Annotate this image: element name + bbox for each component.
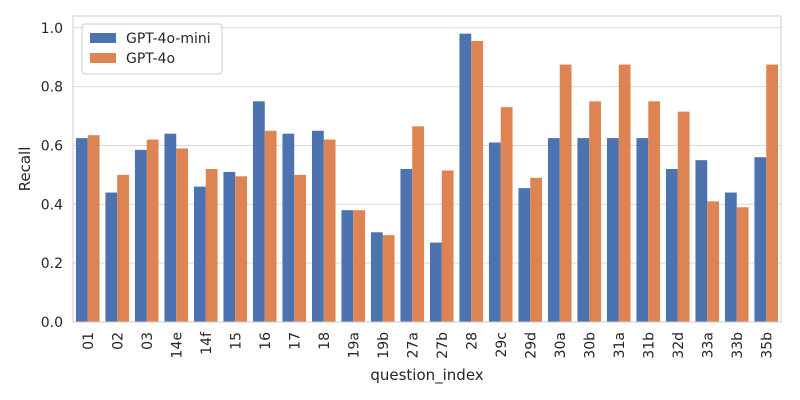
bar-27a-gpt-4o-mini: [400, 169, 413, 322]
bar-16-gpt-4o-mini: [252, 101, 265, 322]
bar-14f-gpt-4o-mini: [193, 186, 206, 322]
bar-01-gpt-4o: [87, 135, 100, 322]
bar-32d-gpt-4o: [677, 111, 690, 322]
bar-30a-gpt-4o: [559, 64, 572, 322]
bar-18-gpt-4o-mini: [311, 130, 324, 322]
bar-01-gpt-4o-mini: [75, 138, 88, 322]
bar-17-gpt-4o: [294, 174, 307, 322]
legend-frame: [81, 23, 223, 75]
x-tick-label: 29d: [523, 332, 539, 359]
bar-29d-gpt-4o-mini: [518, 188, 531, 322]
bar-14e-gpt-4o-mini: [164, 133, 177, 322]
bar-02-gpt-4o: [117, 174, 130, 322]
x-tick-label: 15: [228, 332, 244, 350]
x-tick-label: 28: [464, 332, 480, 350]
x-tick-label: 16: [258, 332, 274, 350]
x-tick-label: 17: [287, 332, 303, 350]
y-tick-labels: 0.0 0.2 0.4 0.6 0.8 1.0: [41, 21, 63, 331]
x-tick-label: 27b: [435, 332, 451, 359]
legend-swatch: [90, 33, 116, 43]
bar-17-gpt-4o-mini: [282, 133, 295, 322]
bar-03-gpt-4o-mini: [134, 149, 147, 322]
x-tick-label: 32d: [671, 332, 687, 359]
bar-28-gpt-4o: [471, 41, 484, 323]
y-tick-label: 0.4: [41, 197, 63, 213]
x-tick-label: 30b: [582, 332, 598, 359]
bar-28-gpt-4o-mini: [459, 33, 472, 323]
bars: [75, 33, 779, 323]
legend: GPT-4o-mini GPT-4o: [81, 23, 223, 75]
bar-31a-gpt-4o: [618, 64, 631, 322]
bar-29c-gpt-4o-mini: [488, 142, 501, 322]
bar-19b-gpt-4o: [382, 235, 395, 322]
bar-19b-gpt-4o-mini: [370, 232, 383, 322]
bar-27b-gpt-4o: [441, 170, 454, 322]
bar-31b-gpt-4o: [648, 101, 661, 322]
x-tick-label: 33a: [700, 332, 716, 358]
bar-15-gpt-4o: [235, 176, 248, 322]
bar-03-gpt-4o: [146, 139, 159, 322]
bar-14f-gpt-4o: [205, 169, 218, 322]
legend-label: GPT-4o: [126, 51, 175, 67]
legend-label: GPT-4o-mini: [126, 31, 211, 47]
x-tick-label: 01: [81, 332, 97, 350]
x-tick-label: 19a: [346, 332, 362, 358]
bar-31a-gpt-4o-mini: [606, 138, 619, 322]
x-tick-label: 35b: [759, 332, 775, 359]
x-tick-label: 03: [140, 332, 156, 350]
plot-frame: [72, 15, 782, 323]
x-axis-label: question_index: [370, 366, 483, 385]
legend-swatch: [90, 53, 116, 63]
y-tick-label: 0.0: [41, 315, 63, 331]
y-tick-label: 0.6: [41, 138, 63, 154]
bar-27a-gpt-4o: [412, 126, 425, 322]
x-tick-label: 31b: [641, 332, 657, 359]
x-tick-label: 33b: [730, 332, 746, 359]
x-tick-label: 02: [110, 332, 126, 350]
x-tick-label: 30a: [553, 332, 569, 358]
x-tick-label: 18: [317, 332, 333, 350]
x-tick-label: 14e: [169, 332, 185, 358]
bar-18-gpt-4o: [323, 139, 336, 322]
bar-32d-gpt-4o-mini: [665, 169, 678, 322]
bar-29d-gpt-4o: [530, 177, 543, 322]
x-tick-label: 19b: [376, 332, 392, 359]
bar-31b-gpt-4o-mini: [636, 138, 649, 322]
x-tick-label: 14f: [199, 331, 215, 355]
bar-30b-gpt-4o-mini: [577, 138, 590, 322]
bar-15-gpt-4o-mini: [223, 171, 236, 322]
x-tick-labels: 01 02 03 14e 14f 15 16 17 18 19a 19b 27a 27b 28 29c 29d…: [81, 331, 776, 359]
x-tick-label: 31a: [612, 332, 628, 358]
bar-33b-gpt-4o-mini: [724, 192, 737, 322]
bar-19a-gpt-4o-mini: [341, 210, 354, 322]
bar-14e-gpt-4o: [176, 148, 189, 322]
bar-02-gpt-4o-mini: [105, 192, 118, 322]
x-tick-label: 27a: [405, 332, 421, 358]
y-tick-label: 1.0: [41, 21, 63, 37]
bar-16-gpt-4o: [264, 130, 277, 322]
bar-27b-gpt-4o-mini: [429, 242, 442, 322]
bar-33b-gpt-4o: [736, 207, 749, 322]
y-tick-label: 0.2: [41, 256, 63, 272]
y-tick-label: 0.8: [41, 80, 63, 96]
bar-33a-gpt-4o: [707, 201, 720, 322]
bar-33a-gpt-4o-mini: [695, 160, 708, 322]
bar-35b-gpt-4o: [766, 64, 779, 322]
bar-19a-gpt-4o: [353, 210, 366, 322]
bar-29c-gpt-4o: [500, 107, 513, 322]
y-axis-label: Recall: [16, 147, 34, 192]
x-tick-label: 29c: [494, 332, 510, 358]
bar-30b-gpt-4o: [589, 101, 602, 322]
bar-30a-gpt-4o-mini: [547, 138, 560, 322]
bar-35b-gpt-4o-mini: [754, 157, 767, 322]
